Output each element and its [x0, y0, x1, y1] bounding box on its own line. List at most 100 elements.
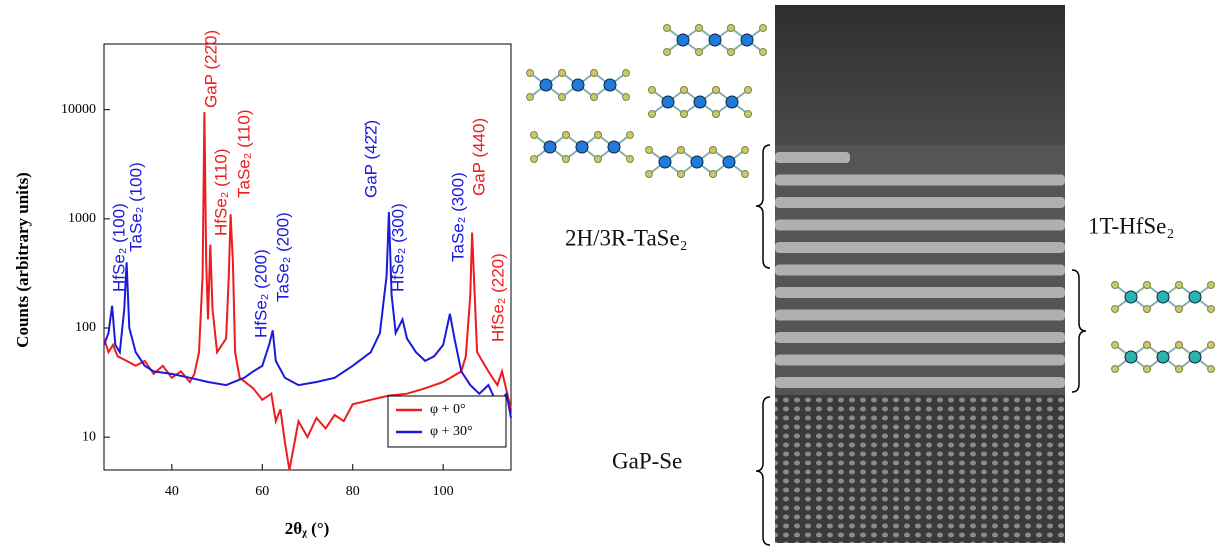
metal-atom	[1157, 351, 1169, 363]
se-atom	[1144, 282, 1151, 289]
se-atom	[531, 132, 538, 139]
se-atom	[623, 94, 630, 101]
tem-band	[775, 355, 1065, 366]
metal-atom	[1157, 291, 1169, 303]
se-atom	[1176, 306, 1183, 313]
se-atom	[713, 87, 720, 94]
molecule	[646, 147, 749, 178]
molecule	[649, 87, 752, 118]
se-atom	[649, 111, 656, 118]
se-atom	[559, 70, 566, 77]
tem-band	[775, 287, 1065, 298]
se-atom	[710, 147, 717, 154]
peak-label: HfSe₂ (300)	[388, 203, 407, 292]
se-atom	[1176, 282, 1183, 289]
brace	[756, 145, 770, 268]
metal-atom	[741, 34, 753, 46]
peak-label: GaP (42̄2̄)	[361, 120, 380, 198]
se-atom	[595, 156, 602, 163]
tem-band	[775, 152, 850, 163]
se-atom	[1112, 342, 1119, 349]
se-atom	[646, 171, 653, 178]
se-atom	[527, 70, 534, 77]
se-atom	[696, 25, 703, 32]
se-atom	[728, 25, 735, 32]
y-tick-label: 10	[82, 429, 96, 444]
se-atom	[1176, 342, 1183, 349]
brace	[756, 397, 770, 545]
tem-image	[775, 5, 1065, 543]
peak-label: HfSe₂ (200)	[251, 249, 270, 338]
metal-atom	[1125, 351, 1137, 363]
peak-label: GaP (440)	[469, 118, 488, 196]
x-tick-label: 80	[346, 484, 360, 499]
tem-band	[775, 197, 1065, 208]
legend-label: φ + 0°	[430, 402, 466, 417]
metal-atom	[1189, 291, 1201, 303]
metal-atom	[662, 96, 674, 108]
tem-band	[775, 175, 1065, 186]
se-atom	[527, 94, 534, 101]
peak-label: TaSe₂ (100)	[126, 162, 145, 252]
metal-atom	[1189, 351, 1201, 363]
layer-label: 1T-HfSe₂	[1088, 213, 1174, 238]
se-atom	[595, 132, 602, 139]
molecule	[531, 132, 634, 163]
brace	[1072, 270, 1086, 392]
x-tick-label: 100	[433, 484, 454, 499]
metal-atom	[691, 156, 703, 168]
metal-atom	[659, 156, 671, 168]
x-tick-label: 40	[165, 484, 179, 499]
se-atom	[1144, 306, 1151, 313]
y-tick-label: 100	[75, 320, 96, 335]
se-atom	[627, 132, 634, 139]
peak-label: HfSe₂ (220)	[488, 253, 507, 342]
se-atom	[681, 111, 688, 118]
tem-substrate	[775, 395, 1065, 543]
se-atom	[742, 171, 749, 178]
se-atom	[1144, 342, 1151, 349]
se-atom	[1208, 342, 1215, 349]
tem-band	[775, 310, 1065, 321]
se-atom	[1112, 366, 1119, 373]
x-tick-label: 60	[255, 484, 269, 499]
metal-atom	[604, 79, 616, 91]
y-tick-label: 10000	[61, 102, 96, 117]
y-tick-label: 1000	[68, 211, 96, 226]
se-atom	[1208, 306, 1215, 313]
y-axis-label: Counts (arbitrary units)	[13, 172, 32, 348]
peak-label: GaP (22̄0)	[201, 30, 220, 108]
metal-atom	[723, 156, 735, 168]
tem-band	[775, 332, 1065, 343]
layer-label: 2H/3R-TaSe₂	[565, 225, 688, 250]
x-axis-label: 2θᵪ (°)	[285, 519, 330, 538]
metal-atom	[1125, 291, 1137, 303]
molecule	[664, 25, 767, 56]
se-atom	[1208, 282, 1215, 289]
metal-atom	[540, 79, 552, 91]
se-atom	[681, 87, 688, 94]
molecule	[527, 70, 630, 101]
tem-band	[775, 242, 1065, 253]
tem-vacuum	[775, 5, 1065, 145]
se-atom	[1112, 306, 1119, 313]
peak-label: TaSe₂ (110)	[234, 110, 253, 199]
se-atom	[728, 49, 735, 56]
se-atom	[760, 49, 767, 56]
se-atom	[760, 25, 767, 32]
metal-atom	[576, 141, 588, 153]
tem-band	[775, 220, 1065, 231]
metal-atom	[572, 79, 584, 91]
se-atom	[678, 147, 685, 154]
se-atom	[696, 49, 703, 56]
se-atom	[710, 171, 717, 178]
se-atom	[745, 111, 752, 118]
se-atom	[664, 25, 671, 32]
se-atom	[627, 156, 634, 163]
legend-label: φ + 30°	[430, 424, 473, 439]
se-atom	[742, 147, 749, 154]
se-atom	[713, 111, 720, 118]
se-atom	[563, 132, 570, 139]
se-atom	[591, 94, 598, 101]
se-atom	[1176, 366, 1183, 373]
